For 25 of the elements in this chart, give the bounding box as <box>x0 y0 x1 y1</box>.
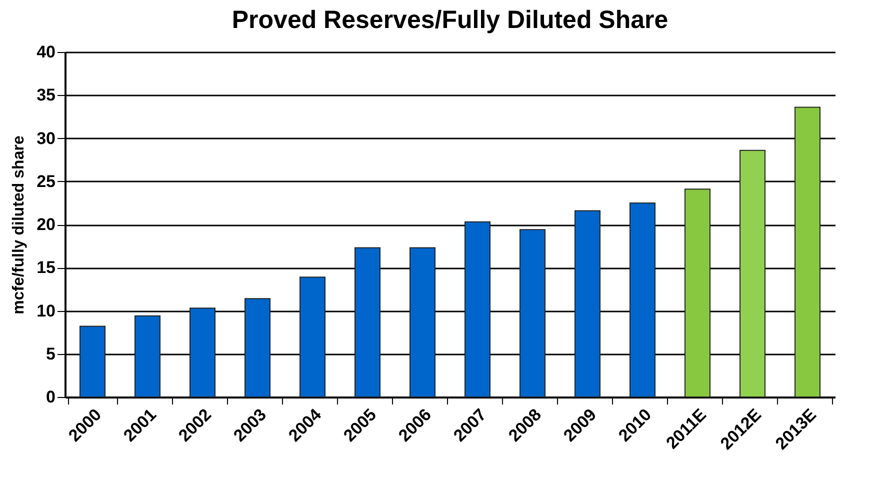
y-tick-label: 25 <box>36 172 56 191</box>
y-tick-label: 0 <box>46 388 56 406</box>
bar <box>520 229 546 398</box>
bar <box>80 326 106 398</box>
y-tick-label: 35 <box>36 86 56 105</box>
bar <box>464 221 490 398</box>
bar <box>244 298 270 398</box>
bar <box>354 247 380 398</box>
y-tick-label: 20 <box>36 215 56 234</box>
y-tick-label: 5 <box>46 344 56 364</box>
bar <box>684 188 710 398</box>
y-tick-label: 15 <box>36 258 56 278</box>
bar <box>134 315 160 398</box>
bar <box>300 276 326 398</box>
bar <box>740 150 766 398</box>
y-tick-label: 40 <box>36 42 56 62</box>
bar <box>410 247 436 398</box>
bar <box>794 106 820 398</box>
y-tick-label: 30 <box>36 128 56 148</box>
bar <box>190 308 216 398</box>
y-tick-label: 10 <box>36 301 56 320</box>
bar <box>574 210 600 398</box>
y-axis-title: mcfe/fully diluted share <box>10 136 28 314</box>
bar <box>630 202 656 398</box>
chart-title: Proved Reserves/Fully Diluted Share <box>232 6 668 34</box>
